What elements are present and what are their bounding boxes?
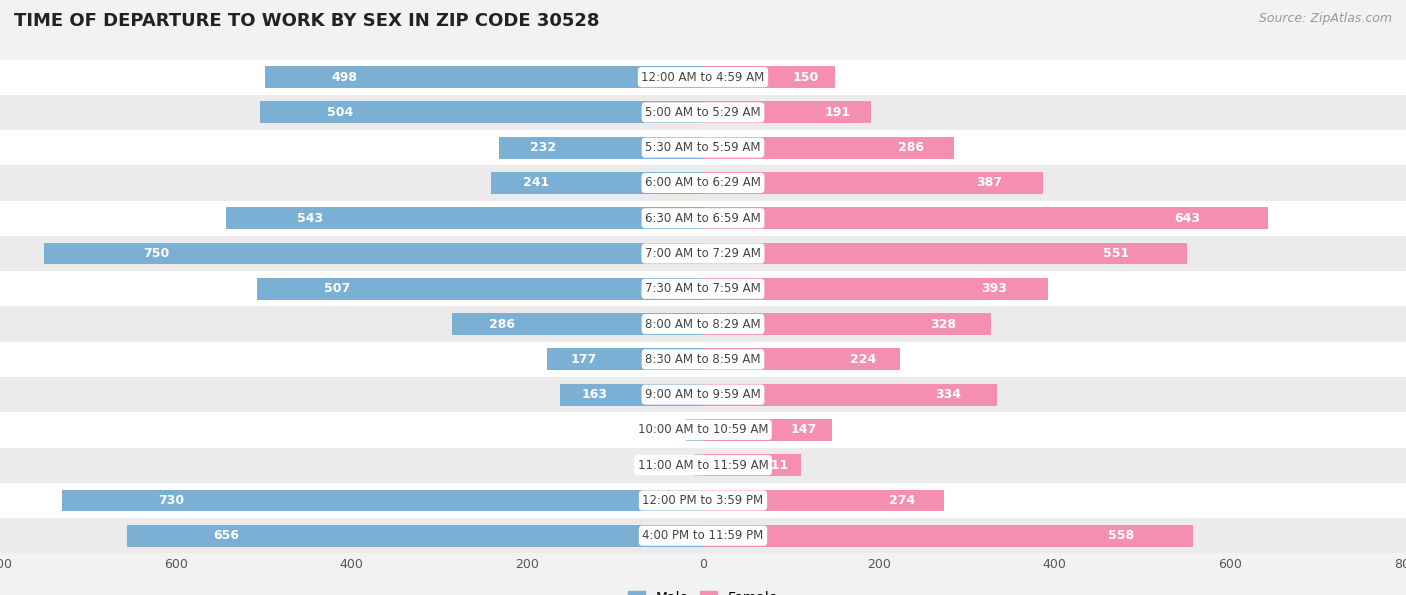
Text: 11:00 AM to 11:59 AM: 11:00 AM to 11:59 AM xyxy=(638,459,768,472)
Text: 274: 274 xyxy=(889,494,915,507)
Bar xyxy=(62,490,703,511)
Text: 4:00 PM to 11:59 PM: 4:00 PM to 11:59 PM xyxy=(643,529,763,542)
Text: 9:00 AM to 9:59 AM: 9:00 AM to 9:59 AM xyxy=(645,388,761,401)
Text: 328: 328 xyxy=(931,318,956,331)
Bar xyxy=(703,137,955,159)
Bar xyxy=(703,243,1187,264)
Bar xyxy=(0,165,1406,201)
Bar xyxy=(703,454,800,476)
Bar xyxy=(0,60,1406,95)
Bar xyxy=(560,384,703,406)
Bar xyxy=(703,207,1268,229)
Text: 543: 543 xyxy=(298,212,323,225)
Text: 19: 19 xyxy=(664,424,679,436)
Bar xyxy=(0,271,1406,306)
Bar xyxy=(703,384,997,406)
Bar xyxy=(127,525,703,547)
Bar xyxy=(0,412,1406,447)
Text: 507: 507 xyxy=(325,282,350,295)
Bar xyxy=(0,306,1406,342)
Text: 730: 730 xyxy=(157,494,184,507)
Text: 241: 241 xyxy=(523,177,550,189)
Text: 504: 504 xyxy=(326,106,353,119)
Bar xyxy=(703,419,832,441)
Text: 643: 643 xyxy=(1174,212,1201,225)
Text: 8:00 AM to 8:29 AM: 8:00 AM to 8:29 AM xyxy=(645,318,761,331)
Bar xyxy=(266,66,703,88)
Bar xyxy=(0,377,1406,412)
Bar xyxy=(686,419,703,441)
Bar xyxy=(0,201,1406,236)
Text: 8:30 AM to 8:59 AM: 8:30 AM to 8:59 AM xyxy=(645,353,761,366)
Text: 177: 177 xyxy=(571,353,598,366)
Bar xyxy=(703,313,991,335)
Bar xyxy=(0,483,1406,518)
Text: 163: 163 xyxy=(581,388,607,401)
Bar xyxy=(703,349,900,370)
Bar xyxy=(0,236,1406,271)
Text: 111: 111 xyxy=(762,459,789,472)
Text: 551: 551 xyxy=(1102,247,1129,260)
Bar xyxy=(226,207,703,229)
Text: 750: 750 xyxy=(143,247,169,260)
Bar xyxy=(695,454,703,476)
Text: 12:00 AM to 4:59 AM: 12:00 AM to 4:59 AM xyxy=(641,71,765,84)
Bar xyxy=(703,172,1043,194)
Text: 656: 656 xyxy=(212,529,239,542)
Legend: Male, Female: Male, Female xyxy=(623,585,783,595)
Bar xyxy=(703,525,1194,547)
Text: 7:30 AM to 7:59 AM: 7:30 AM to 7:59 AM xyxy=(645,282,761,295)
Bar xyxy=(703,66,835,88)
Bar xyxy=(0,95,1406,130)
Bar xyxy=(491,172,703,194)
Text: 334: 334 xyxy=(935,388,962,401)
Bar xyxy=(0,447,1406,483)
Bar xyxy=(0,342,1406,377)
Text: 150: 150 xyxy=(793,71,818,84)
Text: 10: 10 xyxy=(671,459,688,472)
Text: Source: ZipAtlas.com: Source: ZipAtlas.com xyxy=(1258,12,1392,25)
Bar xyxy=(547,349,703,370)
Bar xyxy=(703,278,1049,300)
Text: 224: 224 xyxy=(851,353,876,366)
Text: 232: 232 xyxy=(530,141,555,154)
Bar xyxy=(0,518,1406,553)
Text: 498: 498 xyxy=(330,71,357,84)
Text: 5:30 AM to 5:59 AM: 5:30 AM to 5:59 AM xyxy=(645,141,761,154)
Bar xyxy=(499,137,703,159)
Bar xyxy=(703,102,870,123)
Text: 12:00 PM to 3:59 PM: 12:00 PM to 3:59 PM xyxy=(643,494,763,507)
Text: 558: 558 xyxy=(1108,529,1135,542)
Bar xyxy=(44,243,703,264)
Text: 286: 286 xyxy=(489,318,516,331)
Bar xyxy=(0,130,1406,165)
Text: TIME OF DEPARTURE TO WORK BY SEX IN ZIP CODE 30528: TIME OF DEPARTURE TO WORK BY SEX IN ZIP … xyxy=(14,12,599,30)
Text: 147: 147 xyxy=(790,424,817,436)
Text: 6:30 AM to 6:59 AM: 6:30 AM to 6:59 AM xyxy=(645,212,761,225)
Bar xyxy=(257,278,703,300)
Bar xyxy=(703,490,943,511)
Bar xyxy=(451,313,703,335)
Text: 10:00 AM to 10:59 AM: 10:00 AM to 10:59 AM xyxy=(638,424,768,436)
Text: 393: 393 xyxy=(981,282,1007,295)
Text: 6:00 AM to 6:29 AM: 6:00 AM to 6:29 AM xyxy=(645,177,761,189)
Text: 191: 191 xyxy=(824,106,851,119)
Text: 5:00 AM to 5:29 AM: 5:00 AM to 5:29 AM xyxy=(645,106,761,119)
Text: 286: 286 xyxy=(898,141,924,154)
Text: 7:00 AM to 7:29 AM: 7:00 AM to 7:29 AM xyxy=(645,247,761,260)
Bar xyxy=(260,102,703,123)
Text: 387: 387 xyxy=(976,177,1002,189)
